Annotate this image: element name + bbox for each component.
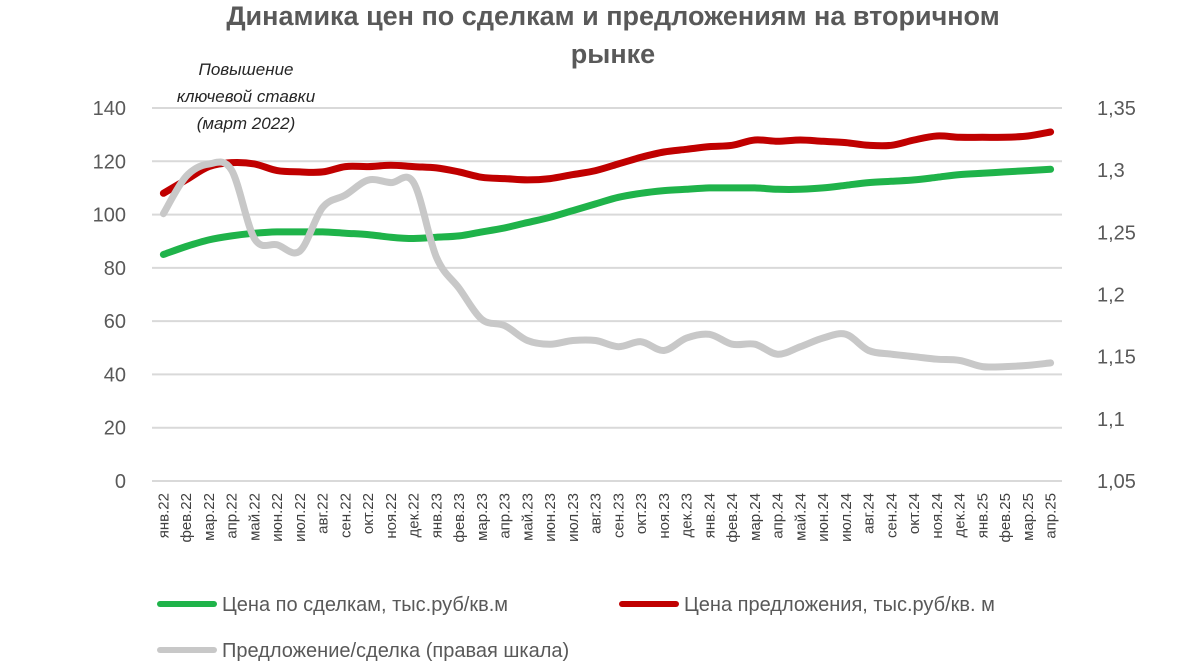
x-tick-label: сен.22 [337,493,354,538]
series-line-offers [159,128,1055,197]
x-tick-label: окт.22 [360,493,377,534]
left-tick-label: 140 [93,98,126,120]
x-tick-label: май.24 [792,493,809,541]
x-tick-label: июл.23 [565,493,582,542]
left-tick-label: 60 [104,311,126,333]
left-tick-label: 80 [104,258,126,280]
right-tick-label: 1,3 [1097,160,1125,182]
legend: Цена по сделкам, тыс.руб/кв.м Цена предл… [157,594,995,662]
right-tick-label: 1,1 [1097,409,1125,431]
x-tick-label: сен.23 [610,493,627,538]
x-tick-label: апр.24 [770,493,787,539]
x-tick-label: июн.23 [542,493,559,542]
x-tick-label: фев.24 [724,493,741,543]
left-tick-label: 0 [115,471,126,493]
x-tick-label: ноя.24 [929,493,946,539]
annotation-line-1: Повышение [199,60,294,79]
x-tick-label: июл.24 [838,493,855,542]
x-tick-label: окт.23 [633,493,650,534]
x-tick-label: дек.22 [406,493,423,538]
x-tick-label: авг.23 [588,493,605,534]
x-tick-label: апр.22 [224,493,241,539]
series-line-deals [159,165,1055,258]
x-tick-label: янв.23 [428,493,445,538]
legend-label-ratio: Предложение/сделка (правая шкала) [222,640,569,662]
x-tick-label: авг.24 [861,493,878,534]
right-tick-label: 1,05 [1097,471,1136,493]
x-tick-label: июн.22 [269,493,286,542]
x-tick-label: янв.25 [974,493,991,538]
x-tick-label: фев.25 [997,493,1014,543]
x-tick-label: янв.24 [701,493,718,538]
x-tick-label: янв.22 [155,493,172,538]
right-axis-ticks: 1,05 1,1 1,15 1,2 1,25 1,3 1,35 [1097,98,1136,493]
x-tick-label: дек.24 [952,493,969,538]
gridlines [152,107,1062,482]
x-tick-label: сен.24 [883,493,900,538]
x-axis-ticks: янв.22 фев.22 мар.22 апр.22 май.22 июн.22 июл.… [155,493,1059,543]
x-tick-label: апр.23 [497,493,514,539]
right-tick-label: 1,2 [1097,285,1125,307]
x-tick-label: мар.25 [1020,493,1037,541]
right-tick-label: 1,35 [1097,98,1136,120]
legend-label-offers: Цена предложения, тыс.руб/кв. м [684,594,995,616]
x-tick-label: мар.23 [474,493,491,541]
x-tick-label: окт.24 [906,493,923,534]
x-tick-label: дек.23 [679,493,696,538]
legend-label-deals: Цена по сделкам, тыс.руб/кв.м [222,594,508,616]
chart-title-line-2: рынке [571,39,655,69]
x-tick-label: фев.23 [451,493,468,543]
annotation-line-2: ключевой ставки [177,87,316,106]
left-tick-label: 100 [93,205,126,227]
chart-title-line-1: Динамика цен по сделкам и предложениям н… [226,1,999,31]
x-tick-label: мар.22 [201,493,218,541]
x-tick-label: июл.22 [292,493,309,542]
x-tick-label: июн.24 [815,493,832,542]
annotation-line-3: (март 2022) [197,114,296,133]
left-tick-label: 20 [104,418,126,440]
x-tick-label: ноя.22 [383,493,400,539]
x-tick-label: мар.24 [747,493,764,541]
left-tick-label: 40 [104,364,126,386]
series-lines [159,128,1055,371]
left-axis-ticks: 0 20 40 60 80 100 120 140 [93,98,126,493]
x-tick-label: апр.25 [1043,493,1060,539]
x-tick-label: май.22 [246,493,263,541]
left-tick-label: 120 [93,151,126,173]
x-tick-label: ноя.23 [656,493,673,539]
series-line-ratio [159,158,1055,371]
right-tick-label: 1,25 [1097,222,1136,244]
x-tick-label: авг.22 [315,493,332,534]
right-tick-label: 1,15 [1097,347,1136,369]
x-tick-label: фев.22 [178,493,195,543]
x-tick-label: май.23 [519,493,536,541]
